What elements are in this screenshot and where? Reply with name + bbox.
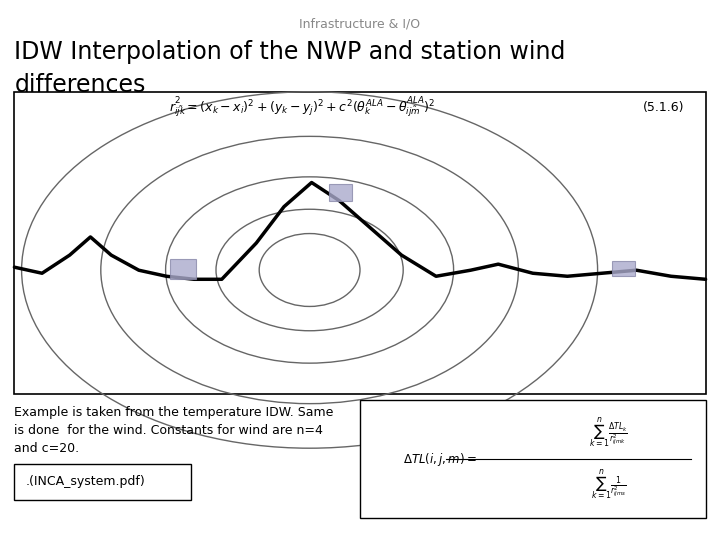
Text: differences: differences — [14, 73, 145, 97]
Text: $\sum_{k=1}^{n} \frac{1}{r^{2}_{ijms}}$: $\sum_{k=1}^{n} \frac{1}{r^{2}_{ijms}}$ — [591, 468, 626, 502]
Bar — [14, 92, 706, 394]
Text: IDW Interpolation of the NWP and station wind: IDW Interpolation of the NWP and station… — [14, 40, 566, 64]
Text: (5.1.6): (5.1.6) — [642, 102, 684, 114]
Bar — [612, 261, 635, 276]
Text: Example is taken from the temperature IDW. Same: Example is taken from the temperature ID… — [14, 406, 334, 419]
Text: is done  for the wind. Constants for wind are n=4: is done for the wind. Constants for wind… — [14, 424, 323, 437]
Bar — [360, 400, 706, 518]
Text: Infrastructure & I/O: Infrastructure & I/O — [300, 17, 420, 30]
Bar — [170, 259, 196, 279]
Bar — [14, 464, 191, 500]
Text: $\Delta TL(i,j,m) =$: $\Delta TL(i,j,m) =$ — [403, 450, 477, 468]
Text: and c=20.: and c=20. — [14, 442, 79, 455]
Text: .(INCA_system.pdf): .(INCA_system.pdf) — [25, 475, 145, 488]
Text: $\sum_{k=1}^{n} \frac{\Delta TL_k}{r^{2}_{ijmk}}$: $\sum_{k=1}^{n} \frac{\Delta TL_k}{r^{2}… — [590, 416, 629, 450]
Text: $r^{2}_{\~{ijk}} = (x_k - x_i)^2 + (y_k - y_j)^2 + c^2(\theta_k^{ALA} - \theta^{: $r^{2}_{\~{ijk}} = (x_k - x_i)^2 + (y_k … — [169, 96, 436, 120]
Bar — [329, 184, 351, 201]
